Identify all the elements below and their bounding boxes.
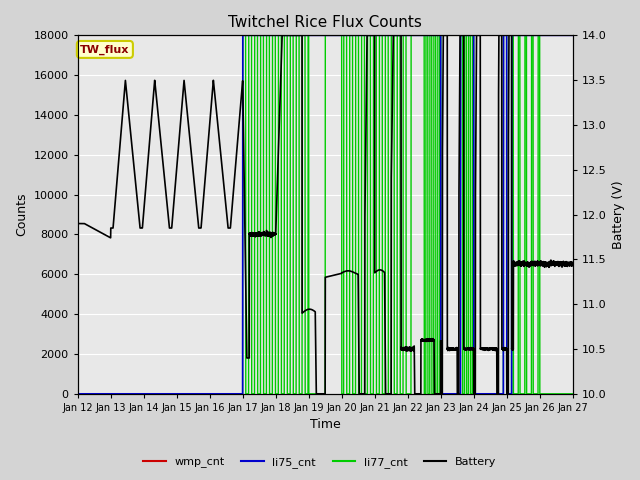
Y-axis label: Battery (V): Battery (V) xyxy=(612,180,625,249)
Text: TW_flux: TW_flux xyxy=(80,44,129,55)
Y-axis label: Counts: Counts xyxy=(15,193,28,236)
X-axis label: Time: Time xyxy=(310,419,340,432)
Title: Twitchel Rice Flux Counts: Twitchel Rice Flux Counts xyxy=(228,15,422,30)
Legend: wmp_cnt, li75_cnt, li77_cnt, Battery: wmp_cnt, li75_cnt, li77_cnt, Battery xyxy=(139,452,501,472)
